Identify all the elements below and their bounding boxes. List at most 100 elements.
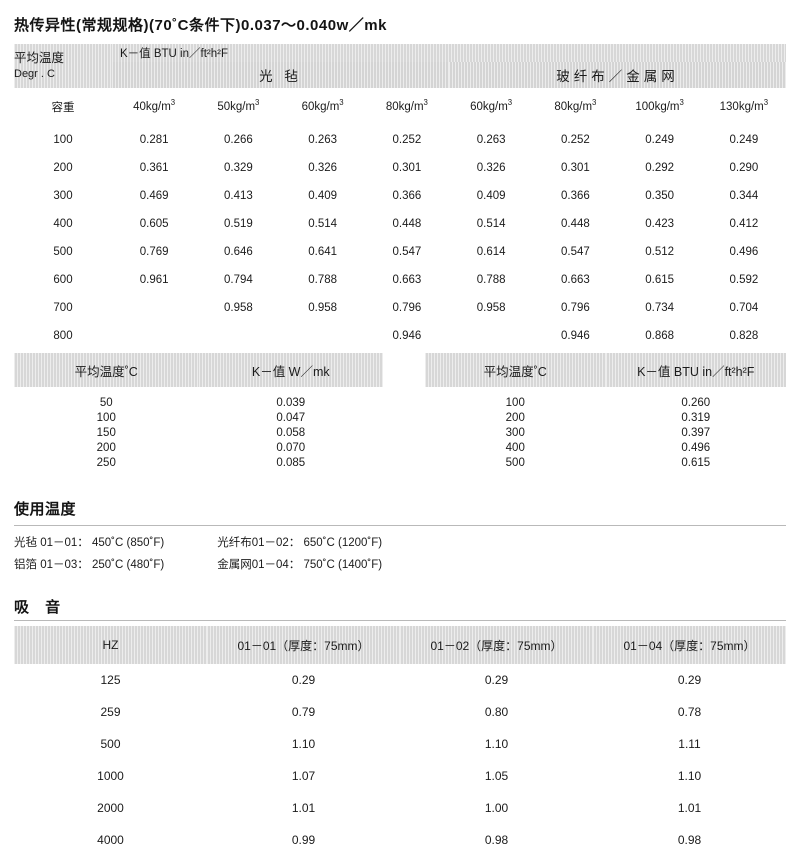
sound-header-row: HZ 01－01（厚度：75mm） 01－02（厚度：75mm） 01－04（厚…	[14, 626, 786, 664]
density-col-6: 100kg/m3	[618, 88, 702, 126]
row-kvalue: 0.260	[681, 396, 711, 409]
row-temp: 300	[505, 426, 525, 439]
row-cell: 0.252	[560, 134, 590, 146]
table-row: 300 0.469 0.413 0.409 0.366 0.409 0.366 …	[14, 182, 786, 210]
row-cell: 0.958	[308, 302, 338, 314]
row-cell: 1.10	[291, 737, 316, 751]
group-label-cloth-mesh: 玻纤布／金属网	[449, 62, 786, 88]
table-row: 259 0.79 0.80 0.78	[14, 696, 786, 728]
op-temp-name-2: 铝箔 01－03：	[14, 559, 89, 571]
row-cell: 0.409	[476, 190, 506, 202]
row-cell: 0.496	[729, 246, 759, 258]
sound-absorption-table: HZ 01－01（厚度：75mm） 01－02（厚度：75mm） 01－04（厚…	[14, 626, 786, 856]
row-hz: 259	[100, 705, 121, 719]
density-col-1-label: 50kg/m3	[217, 98, 260, 113]
row-cell: 0.29	[484, 673, 509, 687]
row-cell: 0.514	[308, 218, 338, 230]
table-row: 125 0.29 0.29 0.29	[14, 664, 786, 696]
kvalue-imperial-col-0: 平均温度˚C	[425, 353, 606, 387]
table-row: 200 0.319	[425, 410, 786, 425]
kvalue-metric-table: 平均温度˚C K－值 W／mk 50 0.039 100 0.047 150 0…	[14, 353, 383, 470]
row-cell: 1.11	[678, 737, 701, 751]
density-col-3: 80kg/m3	[365, 88, 449, 126]
table-row: 150 0.058	[14, 425, 383, 440]
row-cell: 0.281	[139, 134, 169, 146]
row-kvalue: 0.319	[681, 411, 711, 424]
operating-temperature-heading: 使用温度	[14, 501, 77, 518]
table-row: 250 0.085	[14, 455, 383, 470]
row-temp: 300	[53, 190, 73, 202]
row-cell: 0.249	[645, 134, 675, 146]
kvalue-imperial-table: 平均温度˚C K－值 BTU in／ft²h²F 100 0.260 200 0…	[425, 353, 786, 470]
row-kvalue: 0.085	[276, 456, 306, 469]
row-cell: 0.361	[139, 162, 169, 174]
table-row: 700 0.958 0.958 0.796 0.958 0.796 0.734 …	[14, 294, 786, 322]
sound-col-0104: 01－04（厚度：75mm）	[593, 626, 786, 664]
op-temp-name-1: 光纤布01－02：	[217, 537, 301, 549]
table-row: 600 0.961 0.794 0.788 0.663 0.788 0.663 …	[14, 266, 786, 294]
row-kvalue: 0.615	[681, 456, 711, 469]
table-row: 300 0.397	[425, 425, 786, 440]
row-cell: 0.301	[560, 162, 590, 174]
row-cell: 0.263	[308, 134, 338, 146]
row-cell: 0.344	[729, 190, 759, 202]
density-col-1: 50kg/m3	[196, 88, 280, 126]
row-cell: 0.29	[677, 673, 702, 687]
row-temp: 400	[505, 441, 525, 454]
row-cell: 0.469	[139, 190, 169, 202]
kvalue-banner-label: K－值 BTU in／ft²h²F	[112, 44, 786, 62]
row-cell: 0.448	[392, 218, 422, 230]
row-cell: 0.958	[476, 302, 506, 314]
row-cell: 0.868	[645, 330, 675, 342]
row-temp: 200	[505, 411, 525, 424]
row-cell: 0.796	[560, 302, 590, 314]
row-cell: 0.301	[392, 162, 422, 174]
row-cell: 0.350	[645, 190, 675, 202]
row-cell: 0.266	[223, 134, 253, 146]
row-cell: 0.734	[645, 302, 675, 314]
density-col-0: 40kg/m3	[112, 88, 196, 126]
density-col-5-label: 80kg/m3	[554, 98, 597, 113]
operating-temperature-rule	[14, 524, 786, 526]
row-cell	[196, 322, 280, 350]
density-col-2-label: 60kg/m3	[301, 98, 344, 113]
row-temp: 100	[96, 411, 116, 424]
row-cell: 0.366	[392, 190, 422, 202]
row-kvalue: 0.039	[276, 396, 306, 409]
row-cell: 0.519	[223, 218, 253, 230]
row-temp: 50	[99, 396, 113, 409]
operating-temperature-line-1: 光毡 01－01： 450˚C (850˚F) 光纤布01－02： 650˚C …	[14, 532, 786, 554]
row-cell: 1.07	[291, 769, 316, 783]
temp-header-sublabel: Degr . C	[14, 68, 55, 81]
kvalue-metric-col-1: K－值 W／mk	[198, 353, 383, 387]
row-cell: 0.252	[392, 134, 422, 146]
operating-temperature-line-2: 铝箔 01－03： 250˚C (480˚F) 金属网01－04： 750˚C …	[14, 554, 786, 576]
row-kvalue: 0.058	[276, 426, 306, 439]
row-cell: 0.663	[392, 274, 422, 286]
row-hz: 2000	[97, 801, 124, 815]
row-cell: 0.614	[476, 246, 506, 258]
table-row: 500 1.10 1.10 1.11	[14, 728, 786, 760]
row-cell: 0.547	[560, 246, 590, 258]
table-row: 2000 1.01 1.00 1.01	[14, 792, 786, 824]
density-header-row: 容重 40kg/m3 50kg/m3 60kg/m3 80kg/m3 60kg/…	[14, 88, 786, 126]
row-cell: 0.249	[729, 134, 759, 146]
row-cell: 0.412	[729, 218, 759, 230]
row-cell: 1.10	[484, 737, 509, 751]
density-col-0-label: 40kg/m3	[133, 98, 176, 113]
sound-col-0102: 01－02（厚度：75mm）	[400, 626, 593, 664]
density-col-7-label: 130kg/m3	[719, 98, 769, 113]
row-cell: 0.769	[139, 246, 169, 258]
row-cell: 0.547	[392, 246, 422, 258]
row-hz: 500	[100, 737, 121, 751]
row-cell: 0.794	[223, 274, 253, 286]
row-hz: 125	[100, 673, 121, 687]
row-cell: 0.605	[139, 218, 169, 230]
table-row: 100 0.260	[425, 395, 786, 410]
row-kvalue: 0.397	[681, 426, 711, 439]
table-row: 500 0.615	[425, 455, 786, 470]
row-cell: 1.05	[484, 769, 509, 783]
row-temp: 200	[96, 441, 116, 454]
row-cell: 0.292	[645, 162, 675, 174]
row-temp: 800	[53, 330, 73, 342]
